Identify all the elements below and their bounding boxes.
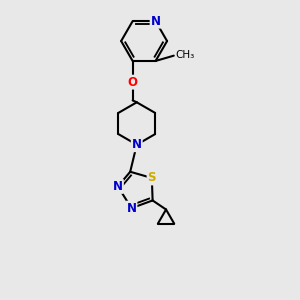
- Text: CH₃: CH₃: [176, 50, 195, 60]
- Text: O: O: [128, 76, 138, 88]
- Text: N: N: [132, 138, 142, 151]
- Text: S: S: [148, 172, 156, 184]
- Text: N: N: [151, 15, 160, 28]
- Text: N: N: [113, 180, 123, 193]
- Text: N: N: [127, 202, 136, 214]
